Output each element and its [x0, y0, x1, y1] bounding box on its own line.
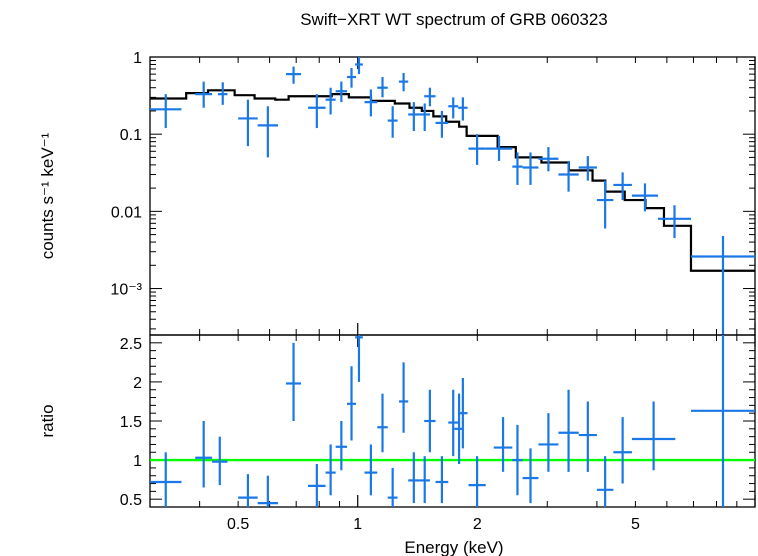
spectrum-data-point: [286, 66, 302, 84]
bottom-y-tick-label: 2: [133, 375, 142, 392]
ratio-data-point: [435, 456, 449, 504]
spectrum-data-point: [398, 73, 409, 92]
ratio-data-point: [308, 464, 326, 507]
ratio-data-point: [347, 366, 356, 441]
spectrum-data-point: [658, 205, 691, 239]
ratio-data-point: [257, 475, 279, 507]
ratio-data-point: [195, 421, 213, 488]
spectrum-data-point: [448, 97, 459, 119]
model-step-line: [150, 89, 755, 272]
spectrum-data-point: [335, 81, 348, 103]
ratio-data-point: [325, 444, 336, 496]
ratio-data-point: [631, 401, 676, 471]
spectrum-data-point: [218, 82, 228, 105]
top-y-axis-label: counts s⁻¹ keV⁻¹: [38, 132, 57, 259]
spectrum-data-point: [325, 87, 336, 115]
spectrum-data-point: [690, 235, 755, 335]
x-tick-label: 2: [473, 516, 482, 533]
bottom-y-tick-label: 2.5: [120, 336, 142, 353]
ratio-data-point: [578, 401, 597, 472]
top-y-tick-label: 0.1: [120, 127, 142, 144]
ratio-data-point: [398, 362, 409, 433]
spectrum-data-point: [408, 102, 420, 131]
ratio-data-point: [355, 335, 363, 382]
ratio-data-point: [150, 452, 182, 507]
top-y-tick-label: 0.01: [111, 204, 142, 221]
ratio-data-point: [377, 393, 388, 453]
spectrum-data-point: [578, 156, 597, 181]
ratio-data-point: [558, 389, 579, 472]
spectrum-data-point: [308, 94, 326, 129]
ratio-data-point: [286, 342, 302, 421]
spectrum-panel: 1 0.1 0.01 10⁻³: [110, 50, 756, 336]
chart-title: Swift−XRT WT spectrum of GRB 060323: [300, 10, 608, 29]
spectrum-data-point: [613, 172, 632, 201]
top-y-tick-label: 10⁻³: [110, 282, 142, 299]
spectrum-data-point: [377, 77, 388, 98]
spectrum-data-point: [195, 81, 213, 108]
spectrum-data-point: [558, 160, 579, 192]
spectrum-data-point: [468, 134, 486, 165]
spectrum-data-point: [238, 99, 258, 147]
spectrum-data-point: [435, 110, 449, 138]
ratio-data-point: [238, 474, 258, 507]
spectrum-data-point: [538, 147, 559, 172]
ratio-data-point: [493, 417, 513, 472]
ratio-data-point: [522, 448, 539, 504]
bottom-y-axis-label: ratio: [38, 404, 57, 437]
ratio-data-point: [458, 378, 468, 449]
spectrum-data-point: [347, 68, 356, 88]
top-y-tick-label: 1: [133, 50, 142, 67]
ratio-data-point: [335, 421, 348, 471]
spectrum-data-point: [257, 106, 279, 158]
ratio-data-point: [690, 335, 755, 507]
ratio-data-point: [596, 456, 614, 507]
ratio-data-point: [364, 444, 378, 496]
spectrum-data-point: [424, 87, 436, 107]
ratio-data-point: [512, 424, 523, 496]
bottom-y-tick-label: 1: [133, 453, 142, 470]
spectrum-data-point: [419, 103, 430, 131]
spectrum-data-point: [522, 152, 539, 185]
ratio-data-point: [538, 413, 559, 472]
x-tick-label: 0.5: [227, 516, 249, 533]
ratio-data-point: [408, 452, 420, 504]
ratio-data-point: [212, 436, 228, 486]
ratio-data-point: [424, 389, 436, 453]
x-tick-label: 1: [353, 516, 362, 533]
ratio-data-point: [419, 456, 430, 504]
ratio-data-point: [613, 417, 632, 484]
spectrum-data-point: [364, 89, 378, 117]
ratio-panel: 0.5 1 2 5 0.5 1 1.5 2 2.5: [120, 334, 756, 533]
spectrum-data-point: [387, 106, 398, 138]
spectrum-data-point: [631, 183, 659, 212]
spectrum-data-point: [512, 152, 523, 185]
ratio-data-point: [468, 456, 486, 507]
ratio-data-point: [387, 467, 398, 507]
spectrum-data-point: [150, 94, 182, 129]
x-tick-label: 5: [631, 516, 640, 533]
spectrum-data-point: [485, 135, 513, 161]
x-axis-label: Energy (keV): [404, 538, 503, 556]
spectrum-data-point: [458, 97, 468, 121]
spectrum-data-point: [355, 57, 363, 75]
bottom-y-tick-label: 1.5: [120, 414, 142, 431]
bottom-y-tick-label: 0.5: [120, 492, 142, 509]
spectrum-data-point: [596, 180, 614, 229]
ratio-data-point: [448, 389, 459, 457]
